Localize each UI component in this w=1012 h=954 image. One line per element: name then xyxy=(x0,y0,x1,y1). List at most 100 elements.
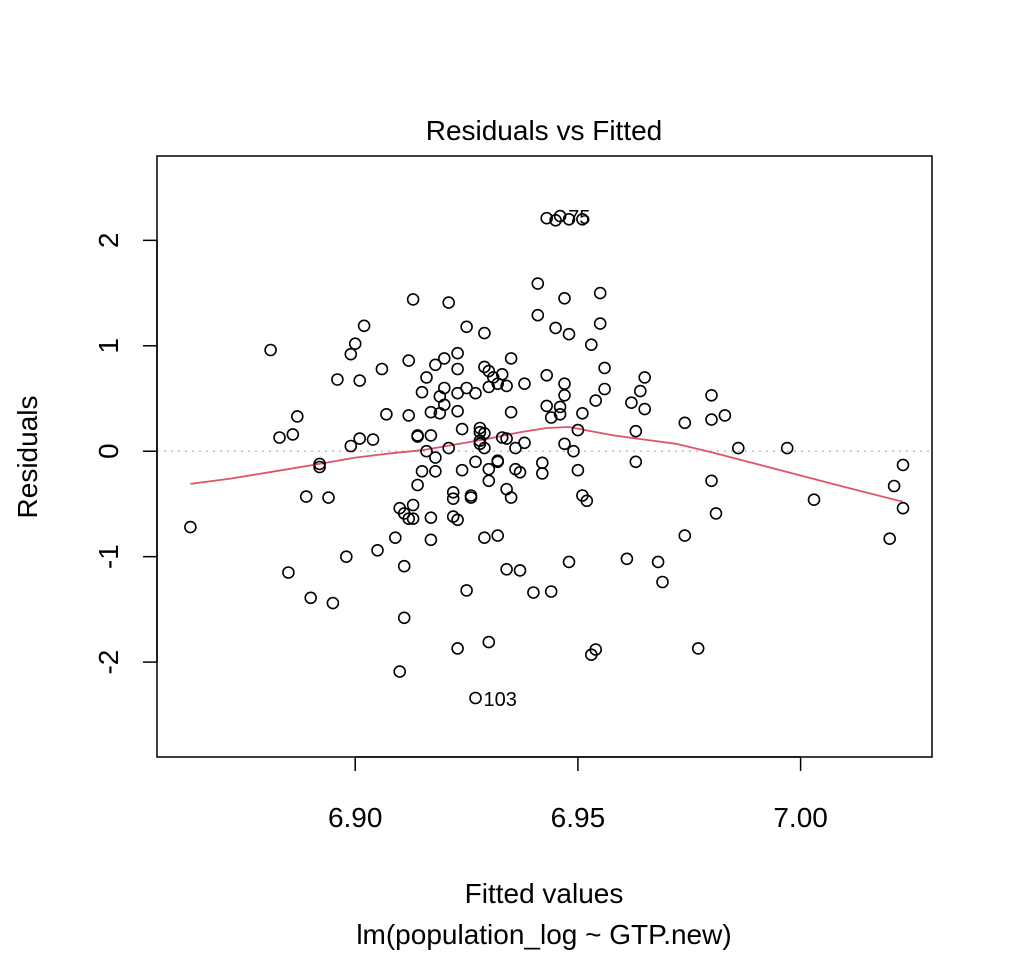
data-point xyxy=(580,494,594,508)
data-point xyxy=(411,478,424,492)
data-point xyxy=(500,562,513,576)
data-point xyxy=(504,405,518,419)
data-point xyxy=(282,566,295,579)
data-point xyxy=(531,308,545,322)
data-point xyxy=(531,277,545,290)
data-point xyxy=(896,458,910,472)
data-point xyxy=(415,385,429,399)
data-point xyxy=(469,691,482,705)
x-tick-label: 6.90 xyxy=(328,802,383,833)
data-point xyxy=(807,493,821,507)
y-tick-label: 2 xyxy=(93,233,124,249)
data-point xyxy=(540,399,554,413)
data-point xyxy=(549,214,562,227)
data-point xyxy=(482,364,496,378)
point-label: 75 xyxy=(568,207,590,229)
data-point xyxy=(415,464,429,478)
points-layer xyxy=(184,209,910,705)
data-point xyxy=(562,213,576,226)
data-point xyxy=(576,406,589,420)
data-point xyxy=(558,291,571,305)
data-point xyxy=(348,337,362,351)
data-point xyxy=(273,431,286,444)
data-point xyxy=(593,286,607,300)
data-point xyxy=(629,455,643,469)
smoother-layer xyxy=(190,426,904,503)
data-point xyxy=(620,552,634,566)
data-point xyxy=(402,409,416,422)
data-point xyxy=(437,352,451,365)
data-point xyxy=(286,428,300,441)
data-point xyxy=(598,361,611,375)
data-point xyxy=(638,371,652,384)
data-point xyxy=(339,550,353,564)
data-point xyxy=(540,368,554,382)
data-point xyxy=(451,642,464,655)
data-point xyxy=(304,591,318,605)
data-point xyxy=(446,492,460,506)
data-point xyxy=(366,433,380,446)
data-point xyxy=(584,338,598,352)
point-labels-layer: 75 103 xyxy=(484,207,591,711)
x-axis-label: Fitted values xyxy=(465,878,624,909)
data-point xyxy=(678,416,692,430)
data-point xyxy=(371,543,384,557)
data-point xyxy=(518,436,531,450)
data-point xyxy=(353,374,367,387)
data-point xyxy=(313,460,326,474)
data-point xyxy=(491,454,505,468)
y-axis-label: Residuals xyxy=(12,396,43,519)
data-point xyxy=(571,423,585,437)
data-point xyxy=(705,413,718,426)
data-point xyxy=(589,643,603,656)
data-point xyxy=(375,362,389,376)
data-point xyxy=(264,343,277,357)
data-point xyxy=(357,319,371,333)
data-point xyxy=(718,409,732,422)
data-point xyxy=(482,462,496,476)
data-point xyxy=(397,559,411,573)
data-point xyxy=(420,371,433,384)
smoother-line xyxy=(190,426,904,503)
x-tick-label: 7.00 xyxy=(773,802,828,833)
data-point xyxy=(633,384,647,398)
y-axis: -2 -1 0 1 2 xyxy=(93,233,158,675)
data-point xyxy=(598,382,611,396)
data-point xyxy=(709,507,723,520)
data-point xyxy=(437,381,451,395)
data-point xyxy=(491,529,505,542)
data-point xyxy=(544,411,558,424)
data-point xyxy=(504,491,518,504)
data-point xyxy=(509,441,522,455)
data-point xyxy=(460,320,473,334)
data-point xyxy=(527,586,540,599)
data-point xyxy=(553,400,567,414)
data-point xyxy=(402,354,416,367)
x-tick-label: 6.95 xyxy=(551,802,606,833)
data-point xyxy=(397,611,411,625)
data-point xyxy=(451,513,464,527)
data-point xyxy=(455,463,469,477)
data-point xyxy=(353,432,367,445)
data-point xyxy=(402,512,416,526)
data-point xyxy=(469,455,482,469)
y-tick-label: 0 xyxy=(93,443,124,459)
data-point xyxy=(562,327,576,341)
data-point xyxy=(567,444,580,458)
data-point xyxy=(705,388,718,402)
data-point xyxy=(504,352,518,365)
data-point xyxy=(429,358,442,372)
data-point xyxy=(495,367,509,381)
data-point xyxy=(535,467,549,480)
data-point xyxy=(455,422,469,436)
chart-subtitle: lm(population_log ~ GTP.new) xyxy=(356,919,731,950)
data-point xyxy=(464,489,478,502)
y-tick-label: -1 xyxy=(93,544,124,569)
data-point xyxy=(344,347,358,361)
data-point xyxy=(518,377,531,391)
data-point xyxy=(780,441,794,455)
data-point xyxy=(437,398,451,412)
data-point xyxy=(424,533,438,547)
data-point xyxy=(576,213,589,226)
